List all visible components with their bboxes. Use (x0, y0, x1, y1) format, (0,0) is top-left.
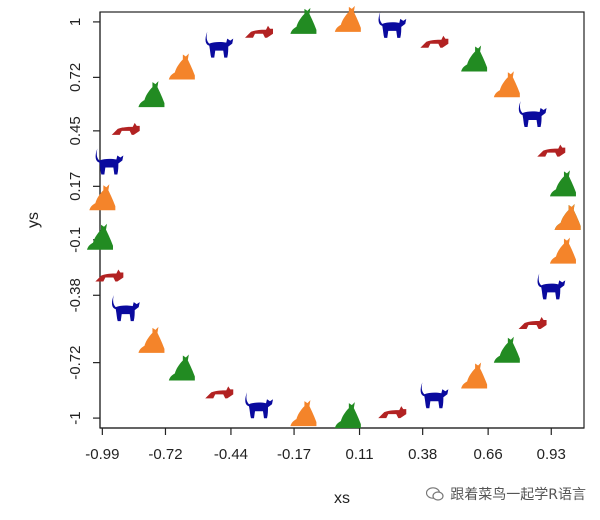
data-point (205, 386, 234, 399)
data-point (138, 81, 165, 108)
wechat-icon (426, 487, 444, 501)
data-point (334, 402, 361, 429)
cat-marker-icon (518, 100, 547, 127)
cat-marker-icon (138, 81, 165, 108)
cat-marker-icon (549, 237, 576, 264)
cat-marker-icon (87, 223, 113, 250)
cat-marker-icon (549, 170, 576, 197)
cat-marker-icon (378, 11, 407, 38)
cat-marker-icon (205, 31, 234, 58)
y-axis: -1 -0.72 -0.38 -0.1 0.17 0.45 0.72 1 (67, 12, 101, 428)
x-axis-title: xs (334, 490, 350, 507)
cat-marker-icon (245, 392, 273, 419)
cat-marker-icon (420, 382, 449, 409)
data-point (378, 406, 407, 419)
cat-marker-icon (420, 35, 449, 48)
y-tick-label: 0.72 (67, 63, 84, 92)
data-point (205, 31, 234, 58)
data-point (89, 184, 116, 211)
y-axis-title: ys (25, 212, 42, 228)
cat-marker-icon (111, 122, 140, 135)
data-point (420, 35, 449, 48)
cat-marker-icon (334, 5, 361, 32)
data-point (168, 354, 195, 381)
cat-marker-icon (244, 25, 273, 38)
x-tick-label: 0.11 (345, 446, 373, 463)
data-point (138, 326, 165, 353)
cat-marker-icon (461, 362, 488, 389)
y-tick-label: 1 (67, 18, 84, 26)
cat-marker-icon (554, 204, 581, 230)
cat-marker-icon (493, 71, 520, 98)
cat-marker-icon (537, 144, 566, 157)
data-point (168, 53, 195, 80)
cat-marker-icon (290, 7, 317, 34)
y-tick-label: 0.17 (67, 172, 84, 201)
x-tick-label: -0.44 (214, 446, 248, 463)
cat-marker-icon (537, 273, 566, 300)
y-tick-label: 0.45 (67, 116, 84, 145)
data-point (95, 148, 124, 175)
data-point (518, 100, 547, 127)
cat-marker-icon (95, 269, 124, 282)
x-tick-label: 0.38 (408, 446, 437, 463)
data-point (537, 144, 566, 157)
cat-marker-icon (334, 402, 361, 429)
data-point (461, 362, 488, 389)
x-tick-label: -0.72 (148, 446, 182, 463)
y-tick-label: -0.1 (67, 227, 84, 253)
cat-marker-icon (205, 386, 234, 399)
cat-marker-icon (168, 354, 195, 381)
data-point (549, 170, 576, 197)
x-tick-label: -0.99 (85, 446, 119, 463)
data-point (245, 392, 273, 419)
cat-marker-icon (290, 400, 317, 427)
data-point (111, 122, 140, 135)
data-point (420, 382, 449, 409)
data-point (290, 7, 317, 34)
data-point (493, 71, 520, 98)
cat-marker-icon (493, 336, 520, 363)
cat-marker-icon (138, 326, 165, 353)
x-axis: -0.99 -0.72 -0.44 -0.17 0.11 0.38 0.66 0.93 (85, 427, 584, 463)
y-tick-label: -0.38 (67, 278, 84, 312)
data-point (244, 25, 273, 38)
x-tick-label: -0.17 (277, 446, 311, 463)
data-point (95, 269, 124, 282)
data-point (111, 295, 140, 322)
x-tick-label: 0.66 (474, 446, 503, 463)
data-points (87, 5, 581, 429)
cat-marker-icon (461, 45, 488, 72)
cat-marker-icon (111, 295, 140, 322)
cat-marker-icon (518, 317, 547, 330)
data-point (378, 11, 407, 38)
cat-marker-icon (378, 406, 407, 419)
y-tick-label: -1 (67, 411, 84, 424)
y-tick-label: -0.72 (67, 346, 84, 380)
data-point (461, 45, 488, 72)
watermark-text: 跟着菜鸟一起学R语言 (450, 487, 586, 503)
x-tick-label: 0.93 (537, 446, 566, 463)
watermark: 跟着菜鸟一起学R语言 (426, 484, 586, 504)
data-point (493, 336, 520, 363)
data-point (554, 204, 581, 230)
data-point (518, 317, 547, 330)
cat-marker-icon (168, 53, 195, 80)
data-point (87, 223, 113, 250)
cat-marker-icon (89, 184, 116, 211)
data-point (290, 400, 317, 427)
data-point (549, 237, 576, 264)
data-point (334, 5, 361, 32)
data-point (537, 273, 566, 300)
cat-marker-icon (95, 148, 124, 175)
